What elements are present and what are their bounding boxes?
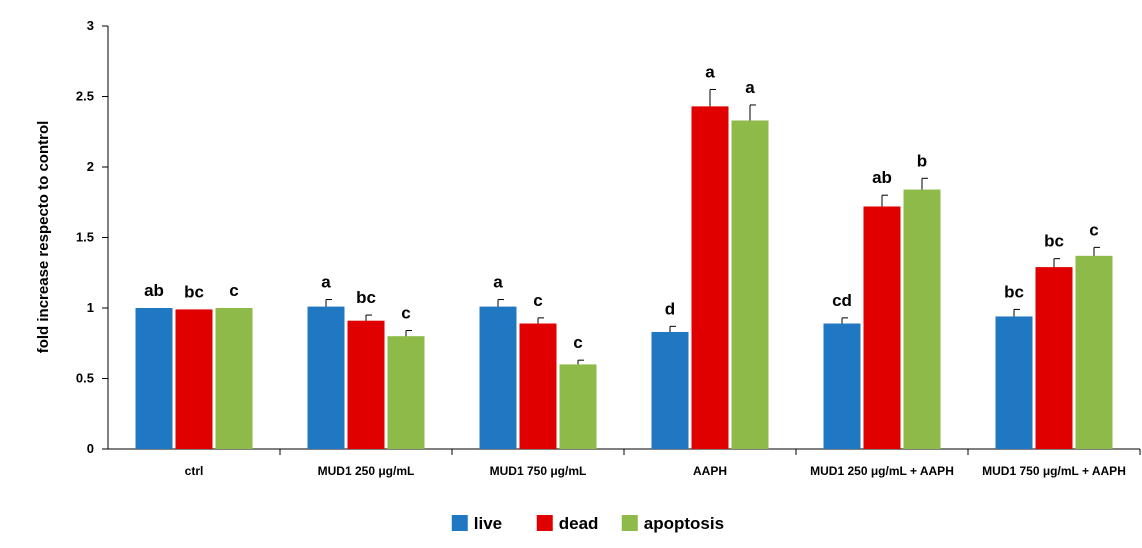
significance-letter: ab <box>872 168 892 187</box>
significance-letter: ab <box>144 281 164 300</box>
significance-letter: c <box>229 281 238 300</box>
significance-letter: a <box>705 62 715 81</box>
y-tick-label: 1 <box>87 300 94 315</box>
legend-swatch-dead <box>536 515 553 531</box>
y-tick-label: 1.5 <box>76 230 94 245</box>
significance-letter: bc <box>356 288 376 307</box>
significance-letter: a <box>321 273 331 292</box>
category-label: MUD1 750 μg/mL <box>490 464 587 478</box>
significance-letter: d <box>665 299 675 318</box>
category-label: MUD1 750 μg/mL + AAPH <box>982 464 1126 478</box>
bar-apoptosis <box>1075 255 1113 449</box>
legend-label-apoptosis: apoptosis <box>644 514 724 533</box>
bar-apoptosis <box>387 336 425 449</box>
significance-letter: b <box>917 151 927 170</box>
bar-apoptosis <box>215 308 253 449</box>
significance-letter: a <box>745 78 755 97</box>
significance-letter: bc <box>184 282 204 301</box>
y-tick-label: 2 <box>87 159 94 174</box>
bar-live <box>479 306 517 449</box>
bar-dead <box>347 320 385 449</box>
category-label: MUD1 250 μg/mL + AAPH <box>810 464 954 478</box>
bar-live <box>651 331 689 449</box>
significance-letter: c <box>1089 220 1098 239</box>
y-tick-label: 0.5 <box>76 371 94 386</box>
bar-live <box>135 308 173 449</box>
significance-letter: c <box>533 291 542 310</box>
bars <box>135 106 1113 450</box>
significance-letter: bc <box>1004 282 1024 301</box>
significance-letter: c <box>401 304 410 323</box>
legend: live dead apoptosis <box>451 514 724 533</box>
bar-apoptosis <box>731 120 769 449</box>
significance-letter: c <box>573 333 582 352</box>
significance-letter: cd <box>832 291 852 310</box>
bar-apoptosis <box>559 364 597 449</box>
bar-dead <box>691 106 729 450</box>
category-label: MUD1 250 μg/mL <box>318 464 415 478</box>
bar-apoptosis <box>903 189 941 449</box>
bar-dead <box>1035 267 1073 449</box>
category-labels: ctrl MUD1 250 μg/mL MUD1 750 μg/mL AAPH MUD1… <box>185 449 1141 478</box>
significance-letter: bc <box>1044 232 1064 251</box>
bar-live <box>995 316 1033 449</box>
y-ticks: 0 0.5 1 1.5 2 2.5 3 <box>76 18 108 456</box>
legend-label-dead: dead <box>559 514 599 533</box>
significance-letter: a <box>493 273 503 292</box>
category-label: ctrl <box>185 464 204 478</box>
y-tick-label: 2.5 <box>76 89 94 104</box>
legend-swatch-live <box>451 515 468 531</box>
y-axis-title: fold increase respecto to control <box>35 121 52 354</box>
error-bars <box>325 88 1100 365</box>
bar-dead <box>175 309 213 449</box>
y-tick-label: 3 <box>87 18 94 33</box>
legend-swatch-apoptosis <box>621 515 638 531</box>
category-label: AAPH <box>693 464 727 478</box>
y-tick-label: 0 <box>87 441 94 456</box>
legend-label-live: live <box>474 514 502 533</box>
bar-live <box>823 323 861 449</box>
bar-live <box>307 306 345 449</box>
bar-dead <box>863 206 901 449</box>
bar-dead <box>519 323 557 449</box>
